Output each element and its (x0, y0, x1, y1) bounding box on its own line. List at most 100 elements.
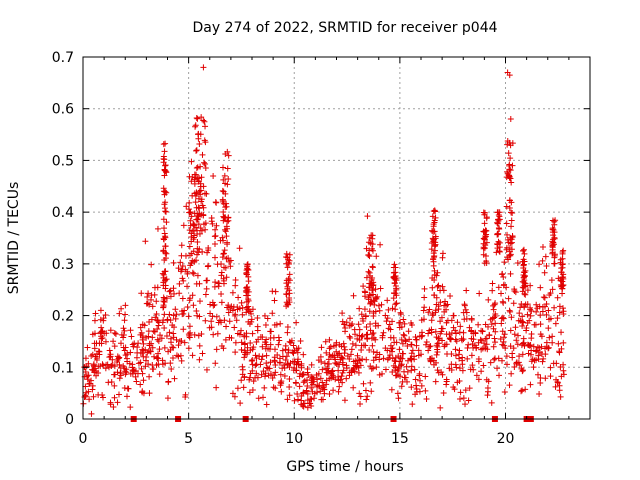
data-point (308, 384, 315, 391)
data-point (121, 317, 128, 324)
data-point (367, 300, 374, 307)
data-point (382, 366, 389, 373)
data-point (368, 280, 375, 287)
data-point (498, 315, 505, 322)
data-point (187, 217, 194, 224)
data-point (521, 269, 528, 276)
data-point (232, 339, 239, 346)
data-point (482, 335, 489, 342)
data-point (295, 396, 301, 403)
data-point (160, 294, 167, 301)
data-point (304, 365, 311, 372)
data-point (111, 394, 118, 401)
data-point (194, 215, 201, 222)
y-tick-label: 0.4 (52, 205, 74, 221)
data-point (434, 367, 441, 374)
data-point (296, 383, 303, 390)
data-point (284, 264, 291, 271)
data-point (495, 238, 502, 245)
data-point (158, 335, 165, 342)
data-point (475, 339, 482, 346)
data-point (516, 362, 523, 369)
data-point (551, 260, 558, 267)
data-point (210, 302, 217, 309)
data-point (444, 317, 451, 324)
data-point (250, 378, 257, 385)
data-point (366, 253, 373, 260)
data-point (404, 343, 411, 350)
data-point (507, 327, 514, 334)
data-point (247, 339, 254, 346)
data-point (250, 344, 257, 351)
data-point (209, 220, 216, 227)
data-point (508, 370, 515, 377)
data-point (370, 330, 377, 337)
data-point (379, 370, 386, 377)
data-point (142, 346, 149, 353)
data-point (161, 325, 168, 332)
data-point (225, 309, 232, 316)
data-point (185, 345, 192, 352)
data-point (204, 249, 211, 256)
data-point (496, 372, 503, 379)
data-point (499, 328, 506, 335)
data-point (283, 280, 290, 287)
data-point (252, 374, 259, 381)
data-point (389, 368, 396, 375)
data-point (241, 374, 248, 381)
data-point (181, 307, 188, 314)
data-point (355, 356, 362, 363)
data-point (506, 382, 513, 389)
data-point (151, 328, 158, 335)
data-point (330, 387, 337, 394)
data-point (506, 307, 513, 314)
data-point (102, 311, 109, 318)
data-point (489, 280, 496, 287)
data-point (111, 382, 118, 389)
data-point (139, 370, 146, 377)
data-point (431, 292, 438, 299)
data-point (162, 268, 169, 275)
data-point (466, 385, 473, 392)
data-point (202, 161, 209, 168)
data-point (465, 341, 472, 348)
data-point (178, 357, 185, 364)
data-point (365, 239, 372, 246)
data-point (341, 397, 348, 404)
data-point (95, 391, 102, 398)
data-point (442, 298, 449, 305)
data-point (86, 381, 93, 388)
data-point (161, 311, 168, 318)
data-point (167, 287, 174, 294)
data-point (96, 348, 103, 355)
data-point (367, 327, 374, 334)
data-point (261, 384, 268, 391)
data-point (356, 305, 363, 312)
data-point (511, 363, 518, 370)
data-point (282, 357, 289, 364)
data-point (557, 393, 564, 400)
data-point (405, 328, 412, 335)
data-point (110, 338, 117, 345)
data-point (504, 361, 510, 368)
data-point (559, 261, 566, 268)
data-point (391, 280, 398, 287)
data-point (437, 318, 444, 325)
data-point (149, 344, 156, 351)
data-point (169, 322, 176, 329)
data-point (368, 365, 375, 372)
data-point (326, 345, 333, 352)
data-point (263, 336, 270, 343)
data-point (503, 353, 510, 360)
data-point (186, 227, 193, 234)
data-point (356, 326, 363, 333)
data-point (229, 289, 236, 296)
data-point (501, 259, 508, 266)
data-point (438, 314, 445, 321)
data-point (259, 343, 266, 350)
data-point (95, 348, 102, 355)
data-point (504, 254, 511, 261)
data-point (386, 352, 393, 359)
data-point (315, 383, 322, 390)
data-point (219, 187, 226, 194)
